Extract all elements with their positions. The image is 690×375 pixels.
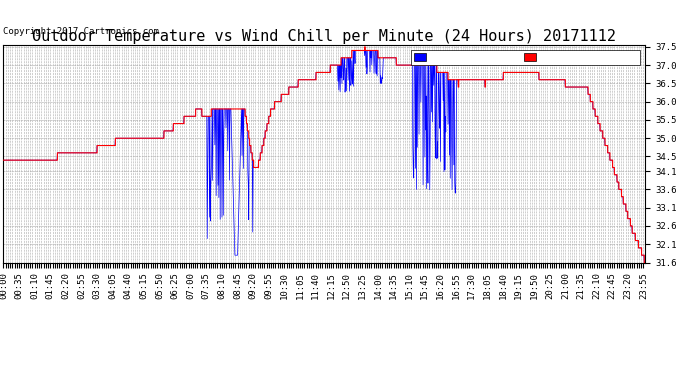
Text: Copyright 2017 Cartronics.com: Copyright 2017 Cartronics.com: [3, 27, 159, 36]
Legend: Wind Chill (°F), Temperature (°F): Wind Chill (°F), Temperature (°F): [411, 50, 640, 65]
Title: Outdoor Temperature vs Wind Chill per Minute (24 Hours) 20171112: Outdoor Temperature vs Wind Chill per Mi…: [32, 29, 616, 44]
